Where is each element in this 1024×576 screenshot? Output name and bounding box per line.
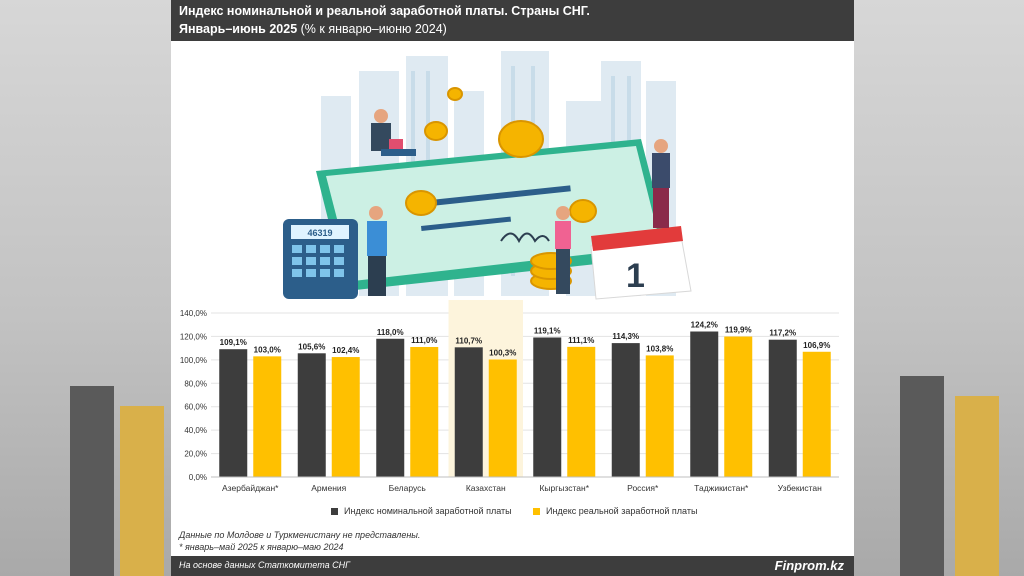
x-axis: Азербайджан* Армения Беларусь Казахстан Кырг… (211, 476, 839, 493)
note-footnote: * январь–май 2025 к январю–маю 2024 (179, 542, 344, 552)
title-line-1: Индекс номинальной и реальной заработной… (179, 4, 590, 18)
x-tick-label: Россия* (627, 483, 659, 493)
x-tick-label: Армения (311, 483, 346, 493)
data-label: 119,1% (534, 326, 561, 335)
bar-nominal (611, 343, 640, 477)
bar-nominal (690, 331, 719, 477)
data-label: 103,8% (646, 344, 673, 353)
bar-real (410, 346, 439, 477)
y-axis: 0,0% 20,0% 40,0% 60,0% 80,0% 100,0% 120,0% 140,… (180, 309, 207, 482)
y-tick-label: 40,0% (184, 426, 207, 435)
calendar-number: 1 (626, 257, 645, 295)
footer: На основе данных Статкомитета СНГ Finpro… (171, 556, 854, 576)
data-label: 118,0% (377, 328, 404, 337)
title-period: Январь–июнь 2025 (179, 22, 298, 36)
x-tick-label: Узбекистан (778, 483, 822, 493)
y-tick-label: 120,0% (180, 332, 207, 341)
x-tick-label: Кыргызстан* (539, 483, 589, 493)
data-label: 111,1% (568, 336, 594, 345)
data-label: 103,0% (254, 345, 281, 354)
background-bar (955, 396, 999, 576)
bar-real (724, 336, 753, 477)
data-label: 117,2% (769, 329, 796, 338)
y-tick-label: 60,0% (184, 403, 207, 412)
bar-real (331, 357, 360, 477)
bar-nominal (297, 353, 326, 477)
data-label: 114,3% (612, 332, 639, 341)
bar-nominal (533, 337, 562, 477)
person-laptop (371, 109, 416, 156)
x-tick-label: Казахстан (466, 483, 506, 493)
legend-item-real: Индекс реальной заработной платы (533, 506, 697, 516)
bar-nominal (219, 349, 248, 477)
bar-real (802, 351, 831, 477)
y-tick-label: 0,0% (189, 473, 207, 482)
note-missing-data: Данные по Молдове и Туркменистану не пре… (179, 530, 421, 540)
data-label: 105,6% (298, 342, 325, 351)
legend-swatch-nominal (331, 507, 338, 515)
bar-real (645, 355, 674, 477)
coins (405, 87, 597, 290)
bar-real (567, 346, 596, 477)
person-woman (555, 206, 571, 294)
bar-chart: 0,0% 20,0% 40,0% 60,0% 80,0% 100,0% 120,0% 140,… (180, 300, 839, 493)
calendar: 1 (590, 226, 692, 300)
chart-bars (219, 331, 831, 477)
bar-real (488, 359, 517, 477)
data-label: 106,9% (803, 341, 830, 350)
bar-nominal (768, 339, 797, 477)
background-bar (120, 406, 164, 576)
y-tick-label: 100,0% (180, 356, 207, 365)
y-tick-label: 80,0% (184, 379, 207, 388)
calculator: 46319 (283, 219, 358, 299)
x-tick-label: Беларусь (389, 483, 427, 493)
title-unit: (% к январю–июню 2024) (297, 22, 447, 36)
data-label: 100,3% (489, 349, 516, 358)
legend-item-nominal: Индекс номинальной заработной платы (331, 506, 512, 516)
data-label: 119,9% (725, 326, 752, 335)
y-tick-label: 140,0% (180, 309, 207, 318)
legend-label-real: Индекс реальной заработной платы (546, 506, 698, 516)
person-right (652, 139, 670, 228)
y-tick-label: 20,0% (184, 450, 207, 459)
bar-nominal (376, 338, 405, 477)
data-label: 109,1% (220, 338, 247, 347)
x-tick-label: Азербайджан* (222, 483, 279, 493)
header: Индекс номинальной и реальной заработной… (171, 0, 854, 41)
person-calculator (367, 206, 387, 296)
brand-logo: Finprom.kz (774, 558, 844, 573)
legend-swatch-real (533, 507, 540, 515)
data-label: 124,2% (691, 321, 718, 330)
infographic-card: Индекс номинальной и реальной заработной… (171, 0, 854, 576)
bar-real (253, 356, 282, 477)
cheque (316, 139, 671, 291)
data-label: 111,0% (411, 336, 437, 345)
x-tick-label: Таджикистан* (694, 483, 749, 493)
bar-nominal (454, 347, 483, 477)
data-label: 102,4% (332, 346, 359, 355)
data-labels: 109,1% 103,0% 105,6% 102,4% 118,0% 111,0% 110,… (220, 321, 831, 358)
background-bar (900, 376, 944, 576)
background-bar (70, 386, 114, 576)
calculator-display: 46319 (307, 228, 332, 238)
title-line-2: Январь–июнь 2025 (% к январю–июню 2024) (179, 22, 447, 36)
data-label: 110,7% (455, 336, 482, 345)
legend-label-nominal: Индекс номинальной заработной платы (344, 506, 512, 516)
source-text: На основе данных Статкомитета СНГ (179, 560, 351, 570)
illustration: 46319 1 (283, 51, 692, 300)
